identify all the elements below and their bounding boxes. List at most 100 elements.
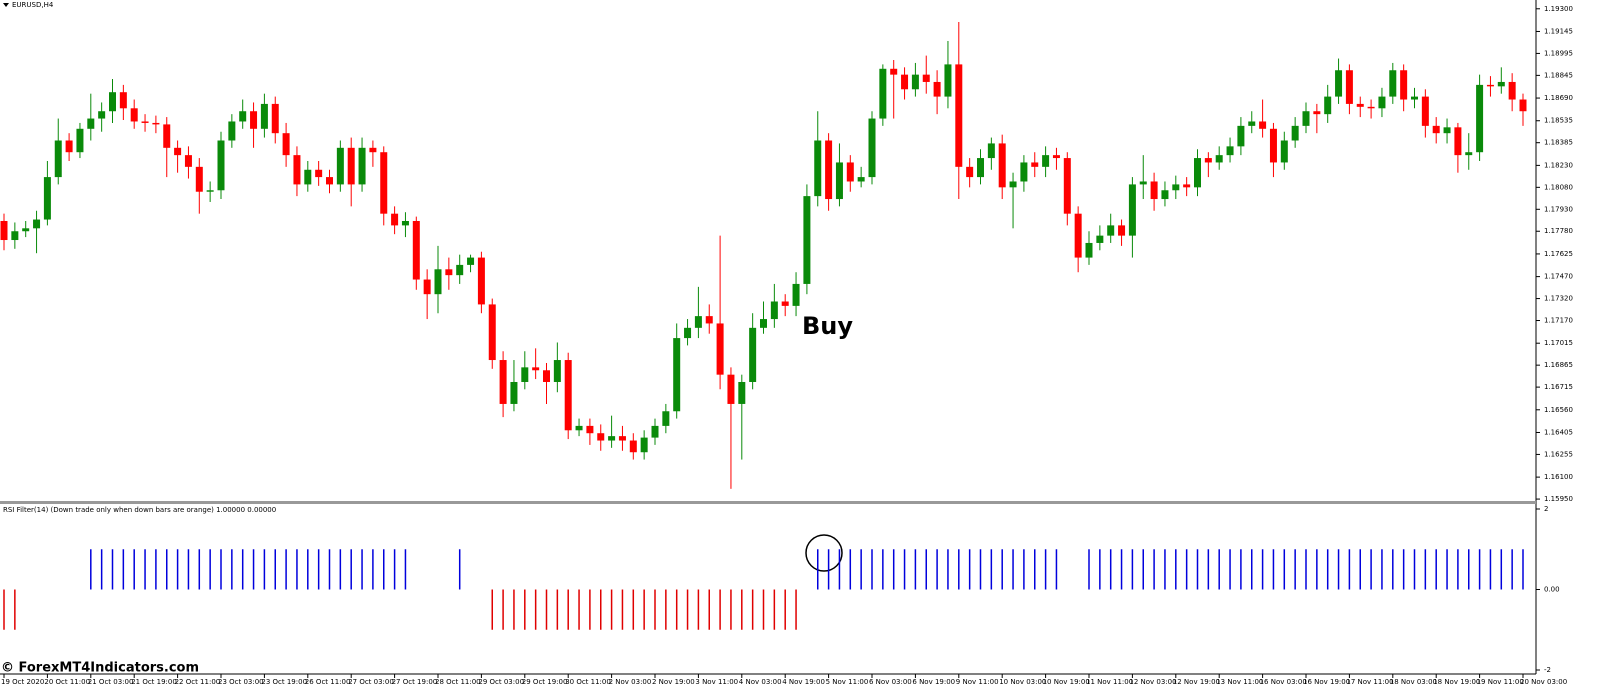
indicator-bar: [958, 549, 960, 590]
y-tick-label: 1.17930: [1544, 205, 1573, 213]
indicator-bar: [524, 589, 526, 630]
symbol-title: EURUSD,H4: [12, 1, 54, 9]
indicator-bar: [936, 549, 938, 590]
candle-body: [749, 327, 757, 382]
candle-body: [271, 103, 279, 134]
x-tick-label: 29 Oct 19:00: [522, 678, 568, 686]
indicator-bar: [556, 589, 559, 630]
indicator-bar: [903, 549, 906, 590]
indicator-bar: [241, 549, 244, 590]
x-tick-label: 18 Nov 19:00: [1433, 678, 1480, 686]
candle-body: [228, 121, 236, 141]
x-tick-label: 6 Nov 03:00: [869, 678, 912, 686]
indicator-bar: [1251, 549, 1253, 590]
candle-body: [597, 433, 605, 441]
candle-body: [716, 323, 724, 375]
candle-body: [217, 140, 225, 191]
candle-body: [1172, 184, 1180, 191]
y-tick-label: 0.00: [1544, 586, 1560, 594]
indicator-bar: [914, 549, 917, 590]
candle-body: [1204, 158, 1212, 163]
indicator-bar: [361, 549, 363, 590]
indicator-bar: [393, 549, 396, 590]
indicator-bar: [1218, 549, 1220, 590]
x-tick-label: 13 Nov 11:00: [1216, 678, 1263, 686]
indicator-bar: [122, 549, 125, 590]
y-tick-label: 1.16715: [1544, 383, 1573, 391]
candle-body: [727, 374, 735, 404]
candle-body: [608, 436, 616, 441]
candle-body: [553, 360, 561, 382]
candle-body: [792, 283, 800, 306]
indicator-bar: [1012, 549, 1014, 590]
candle-body: [673, 338, 681, 412]
y-tick-label: 1.18690: [1544, 94, 1573, 102]
y-tick-label: 2: [1544, 505, 1548, 513]
indicator-bar: [838, 549, 841, 590]
candle-body: [304, 169, 312, 185]
candle-body: [1269, 128, 1277, 163]
x-tick-label: 6 Nov 19:00: [912, 678, 955, 686]
indicator-bar: [589, 589, 591, 630]
y-tick-label: 1.17170: [1544, 317, 1573, 325]
indicator-bar: [860, 549, 862, 590]
candle-body: [477, 257, 485, 305]
indicator-bar: [654, 589, 656, 630]
candle-body: [1486, 84, 1494, 87]
candle-body: [1118, 225, 1126, 236]
candle-body: [1107, 225, 1115, 236]
candle-body: [1215, 155, 1223, 163]
indicator-bar: [307, 549, 309, 590]
candle-body: [1020, 162, 1028, 182]
indicator-bar: [252, 549, 255, 590]
candle-body: [1052, 155, 1060, 159]
y-tick-label: 1.16865: [1544, 361, 1573, 369]
candle-body: [857, 177, 865, 182]
indicator-bar: [1500, 549, 1503, 590]
candle-body: [76, 128, 84, 153]
x-tick-label: 29 Oct 03:00: [478, 678, 524, 686]
x-tick-label: 17 Nov 11:00: [1346, 678, 1393, 686]
indicator-bar: [1272, 549, 1275, 590]
indicator-bar: [1337, 549, 1340, 590]
indicator-bar: [545, 589, 548, 630]
indicator-bar: [317, 549, 320, 590]
indicator-bar: [1381, 549, 1383, 590]
x-tick-label: 30 Oct 11:00: [565, 678, 611, 686]
candle-body: [1259, 121, 1267, 129]
candle-body: [1302, 111, 1310, 126]
indicator-bar: [1099, 549, 1101, 590]
candle-body: [1378, 96, 1386, 109]
x-tick-label: 4 Nov 03:00: [739, 678, 782, 686]
indicator-bar: [3, 589, 5, 630]
candle-body: [1356, 103, 1364, 107]
indicator-bar: [1392, 549, 1394, 590]
indicator-bar: [871, 549, 873, 590]
candle-body: [423, 279, 431, 295]
candle-body: [1150, 181, 1158, 200]
indicator-bar: [730, 589, 732, 630]
indicator-bar: [1088, 549, 1090, 590]
indicator-bar: [1131, 549, 1134, 590]
x-tick-label: 18 Nov 03:00: [1390, 678, 1437, 686]
candle-body: [152, 122, 160, 125]
candle-body: [1519, 99, 1527, 112]
indicator-bar: [621, 589, 624, 630]
x-tick-label: 2 Nov 03:00: [609, 678, 652, 686]
candle-body: [803, 196, 811, 284]
indicator-bar: [1402, 549, 1405, 590]
x-tick-label: 23 Oct 19:00: [261, 678, 307, 686]
y-tick-label: 1.19300: [1544, 5, 1573, 13]
candle-body: [1248, 121, 1256, 126]
indicator-bar: [1034, 549, 1036, 590]
x-tick-label: 2 Nov 19:00: [652, 678, 695, 686]
indicator-bar: [1294, 549, 1296, 590]
indicator-bar: [567, 589, 569, 630]
indicator-bar: [1326, 549, 1329, 590]
y-tick-label: 1.19145: [1544, 27, 1573, 35]
candle-body: [184, 155, 192, 167]
y-tick-label: 1.17470: [1544, 273, 1573, 281]
candle-body: [347, 147, 355, 185]
candle-body: [43, 177, 51, 220]
indicator-bar: [1305, 549, 1307, 590]
